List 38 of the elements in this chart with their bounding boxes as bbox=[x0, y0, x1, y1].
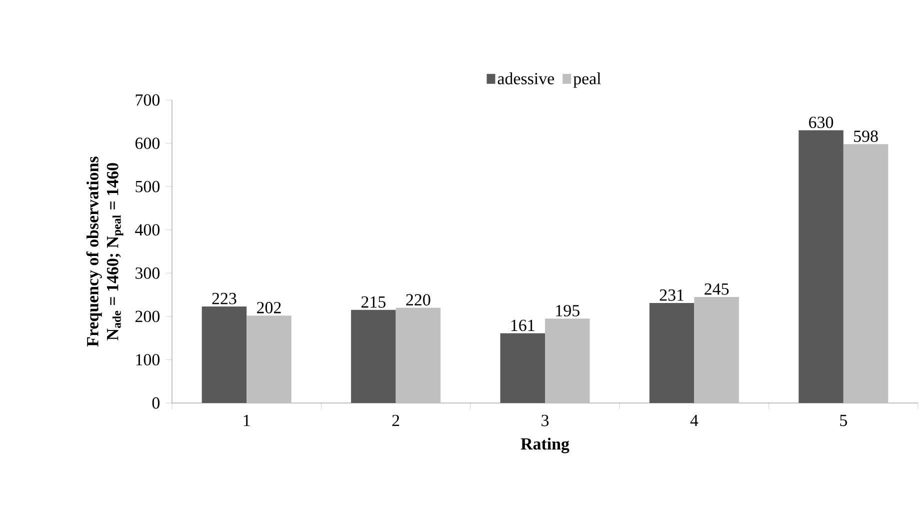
x-axis-title: Rating bbox=[520, 438, 570, 454]
x-tick-label: 4 bbox=[690, 414, 698, 426]
y-tick-label: 600 bbox=[135, 138, 160, 150]
bar bbox=[694, 296, 739, 403]
bar bbox=[351, 310, 396, 403]
data-label: 215 bbox=[361, 296, 386, 308]
y-tick-label: 100 bbox=[136, 354, 160, 366]
data-label: 161 bbox=[511, 320, 534, 332]
y-tick-label: 500 bbox=[136, 180, 160, 192]
x-tick-label: 5 bbox=[840, 414, 847, 426]
data-label: 202 bbox=[257, 302, 281, 314]
bar bbox=[202, 306, 247, 403]
y-tick-label: 200 bbox=[136, 310, 160, 322]
x-tick-label: 1 bbox=[244, 414, 250, 426]
y-tick-label: 300 bbox=[136, 267, 160, 279]
bar bbox=[246, 316, 292, 403]
legend-label: adessive bbox=[498, 72, 554, 84]
bar bbox=[843, 144, 888, 403]
data-label: 195 bbox=[556, 305, 580, 316]
text: N$_{ade}$ = 1460; N$_{peal}$ = 1460 bbox=[106, 163, 124, 340]
bar bbox=[545, 318, 590, 403]
y-tick-label: 700 bbox=[136, 94, 160, 106]
data-label: 223 bbox=[212, 292, 236, 304]
bar bbox=[500, 333, 546, 403]
data-label: 220 bbox=[406, 294, 430, 306]
data-label: 598 bbox=[854, 130, 878, 142]
x-tick-label: 3 bbox=[542, 414, 549, 426]
bar bbox=[649, 303, 694, 403]
legend-label: peal bbox=[573, 72, 601, 88]
x-tick-label: 2 bbox=[392, 414, 400, 426]
bar bbox=[798, 130, 844, 403]
y-tick-label: 0 bbox=[152, 397, 160, 409]
bar bbox=[396, 308, 441, 403]
y-tick-label: 400 bbox=[135, 224, 160, 236]
text: Frequency of observations bbox=[86, 156, 102, 347]
data-label: 231 bbox=[660, 289, 684, 301]
data-label: 245 bbox=[704, 283, 729, 295]
data-label: 630 bbox=[809, 116, 834, 128]
